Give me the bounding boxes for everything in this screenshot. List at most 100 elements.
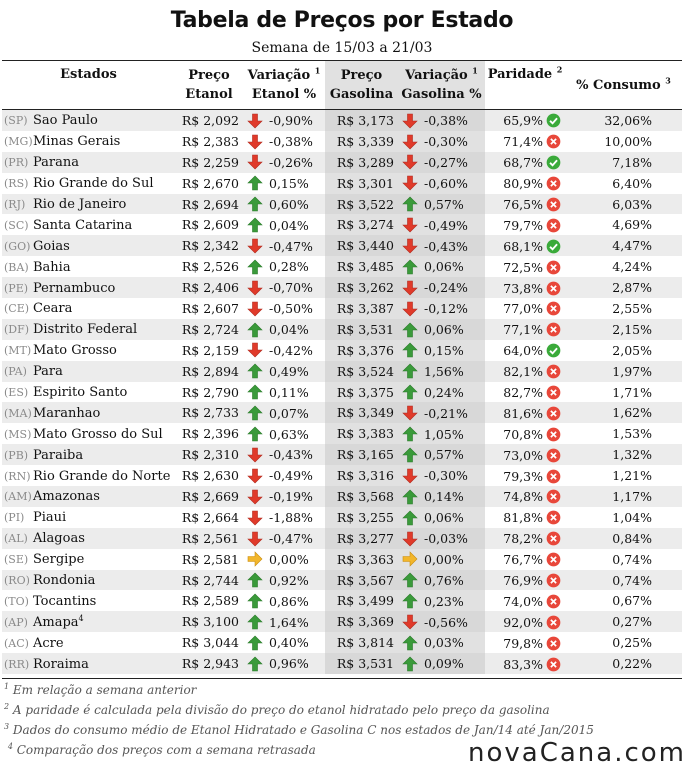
- preco-etanol: R$ 2,607: [181, 300, 239, 316]
- header-variacao-gasolina: Variação 1 Gasolina %: [398, 61, 485, 110]
- state-cell: (RS) Rio Grande do Sul: [2, 173, 175, 194]
- arrow-down-icon: [402, 280, 418, 296]
- variacao-gasolina: -0,27%: [398, 151, 485, 173]
- state-abbr: (RO): [4, 574, 30, 588]
- variacao-gasolina: 0,15%: [398, 339, 485, 361]
- variacao-gasolina-value: -0,43%: [424, 238, 468, 254]
- table-row: (PA) Para R$ 2,894 0,49% R$ 3,524 1,56% 82,1% 1…: [2, 360, 682, 382]
- variacao-etanol-value: -0,19%: [269, 489, 313, 505]
- variacao-etanol: 0,63%: [243, 423, 325, 444]
- novacana-logo: novaCana.com: [468, 738, 684, 768]
- variacao-gasolina-value: 0,09%: [424, 656, 464, 672]
- preco-etanol: R$ 2,259: [175, 151, 243, 173]
- preco-gasolina: R$ 3,568: [325, 486, 398, 507]
- variacao-etanol-value: 0,92%: [269, 572, 309, 588]
- preco-gasolina: R$ 3,387: [325, 298, 398, 319]
- state-cell: (AP) Amapa4: [2, 611, 175, 633]
- arrow-up-icon: [402, 363, 418, 379]
- variacao-etanol: -0,47%: [243, 235, 325, 257]
- table-row: (AC) Acre R$ 3,044 0,40% R$ 3,814 0,03% 79,8% 0…: [2, 632, 682, 654]
- variacao-etanol-value: 0,04%: [269, 322, 309, 338]
- arrow-up-icon: [247, 572, 263, 588]
- table-row: (SP) Sao Paulo R$ 2,092 -0,90% R$ 3,173 -0,38…: [2, 109, 682, 131]
- variacao-gasolina: 0,14%: [398, 486, 485, 507]
- preco-etanol: R$ 2,589: [181, 593, 239, 609]
- variacao-etanol: -0,19%: [243, 486, 325, 507]
- paridade-value: 76,5%: [503, 197, 543, 212]
- variacao-etanol: 0,92%: [243, 569, 325, 591]
- paridade: 68,1%: [485, 235, 565, 257]
- x-circle-icon: [546, 281, 561, 296]
- state-abbr: (GO): [4, 239, 31, 253]
- state-name: Ceara: [33, 301, 73, 317]
- state-name: Bahia: [33, 259, 71, 275]
- state-name: Rio Grande do Norte: [33, 468, 171, 484]
- arrow-up-icon: [402, 342, 418, 358]
- footnote-1: 1 Em relação a semana anterior: [4, 682, 197, 698]
- arrow-up-icon: [247, 635, 263, 651]
- paridade-value: 76,9%: [503, 573, 543, 589]
- table-row: (PB) Paraiba R$ 2,310 -0,43% R$ 3,165 0,57% 73…: [2, 444, 682, 466]
- variacao-etanol-value: -0,49%: [269, 468, 313, 484]
- arrow-down-icon: [402, 154, 418, 170]
- paridade-value: 68,1%: [503, 238, 543, 254]
- state-name: Roraima: [33, 656, 89, 672]
- arrow-up-icon: [247, 593, 263, 609]
- preco-etanol: R$ 2,561: [175, 527, 243, 549]
- preco-gasolina: R$ 3,316: [325, 465, 398, 487]
- variacao-etanol: 0,04%: [243, 214, 325, 235]
- preco-etanol: R$ 2,396: [181, 426, 239, 442]
- variacao-gasolina: -0,56%: [398, 611, 485, 633]
- preco-gasolina: R$ 3,255: [325, 506, 398, 528]
- arrow-up-icon: [402, 635, 418, 651]
- state-abbr: (SC): [4, 218, 29, 232]
- variacao-etanol-value: -1,88%: [269, 510, 313, 526]
- preco-etanol: R$ 2,406: [175, 277, 243, 299]
- state-name: Minas Gerais: [33, 134, 121, 150]
- variacao-etanol-value: -0,42%: [269, 342, 313, 358]
- preco-etanol: R$ 2,310: [175, 444, 243, 466]
- paridade: 76,9%: [485, 569, 565, 591]
- paridade: 70,8%: [485, 423, 565, 444]
- arrow-up-icon: [402, 196, 418, 212]
- arrow-up-icon: [402, 572, 418, 588]
- table-row: (AM)Amazonas R$ 2,669 -0,19% R$ 3,568 0,14% 7…: [2, 486, 682, 507]
- consumo: 1,21%: [612, 468, 652, 484]
- state-name: Rio Grande do Sul: [33, 176, 154, 192]
- preco-etanol: R$ 2,383: [181, 133, 239, 149]
- state-cell: (SP) Sao Paulo: [2, 109, 175, 131]
- state-abbr: (PB): [4, 448, 29, 462]
- state-abbr: (TO): [4, 594, 29, 608]
- paridade-value: 82,7%: [503, 385, 543, 401]
- table-row: (PE) Pernambuco R$ 2,406 -0,70% R$ 3,262 -0,2…: [2, 277, 682, 299]
- paridade: 79,7%: [485, 214, 565, 235]
- state-cell: (MA)Maranhao: [2, 402, 175, 424]
- state-cell: (DF) Distrito Federal: [2, 318, 175, 340]
- arrow-up-icon: [247, 217, 263, 233]
- paridade: 76,5%: [485, 193, 565, 215]
- variacao-gasolina-value: 0,76%: [424, 572, 464, 588]
- preco-etanol: R$ 3,044: [181, 635, 239, 651]
- variacao-etanol-value: 0,11%: [269, 384, 309, 400]
- variacao-gasolina-value: 0,06%: [424, 510, 464, 526]
- variacao-gasolina-value: 0,23%: [424, 593, 464, 609]
- paridade-value: 71,4%: [503, 134, 543, 150]
- x-circle-icon: [546, 218, 561, 233]
- state-cell: (CE) Ceara: [2, 298, 175, 319]
- state-cell: (PI) Piaui: [2, 507, 175, 528]
- arrow-down-icon: [402, 405, 418, 421]
- arrow-up-icon: [247, 363, 263, 379]
- arrow-up-icon: [247, 384, 263, 400]
- preco-gasolina: R$ 3,485: [325, 256, 398, 278]
- header-consumo: % Consumo 3: [565, 61, 682, 110]
- variacao-etanol: -1,88%: [243, 507, 325, 528]
- preco-gasolina: R$ 3,567: [325, 569, 398, 591]
- arrow-down-icon: [247, 447, 263, 463]
- table-row: (MA)Maranhao R$ 2,733 0,07% R$ 3,349 -0,21% 8…: [2, 402, 682, 424]
- variacao-etanol: 0,11%: [243, 382, 325, 403]
- table-row: (RN) Rio Grande do Norte R$ 2,630 -0,49% R$ …: [2, 465, 682, 487]
- table-row: (BA) Bahia R$ 2,526 0,28% R$ 3,485 0,06% 72,5%…: [2, 256, 682, 278]
- paridade-value: 82,1%: [503, 364, 543, 380]
- x-circle-icon: [546, 573, 561, 588]
